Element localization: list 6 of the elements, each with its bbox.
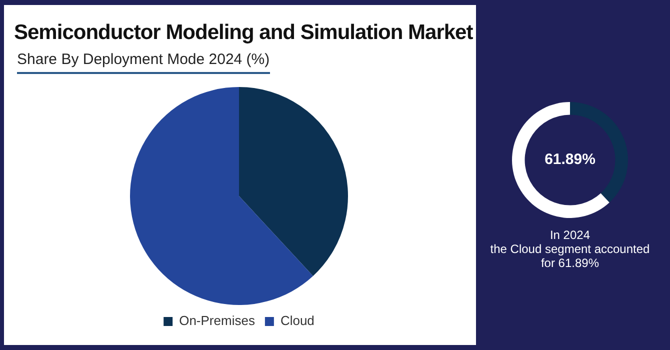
legend-label: On-Premises xyxy=(179,313,256,328)
legend-label: Cloud xyxy=(280,313,314,328)
text: In 2024 the Cloud segment accounted for 61.89% xyxy=(490,228,650,270)
data-label: 61.89% xyxy=(544,151,596,168)
chart-title: Semiconductor Modeling and Simulation Market xyxy=(14,21,473,45)
chart-subtitle: Share By Deployment Mode 2024 (%) xyxy=(17,51,270,74)
